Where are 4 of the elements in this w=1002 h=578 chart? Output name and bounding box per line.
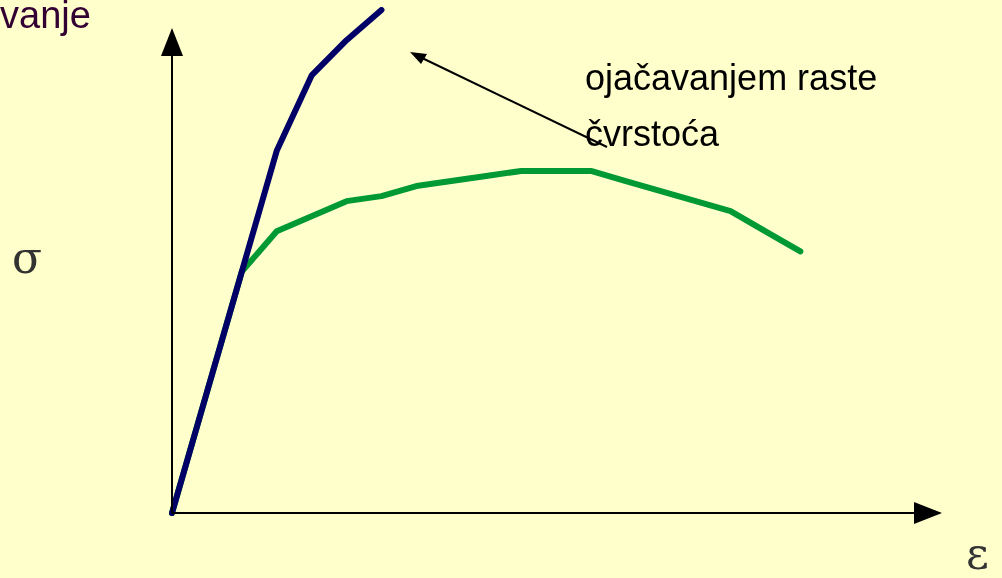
y-axis-title: σ bbox=[12, 232, 43, 283]
chart-title: vanje bbox=[0, 0, 91, 37]
x-axis-title: ε bbox=[966, 528, 989, 578]
annotation: ojačavanjem raste čvrstoća bbox=[585, 56, 879, 156]
